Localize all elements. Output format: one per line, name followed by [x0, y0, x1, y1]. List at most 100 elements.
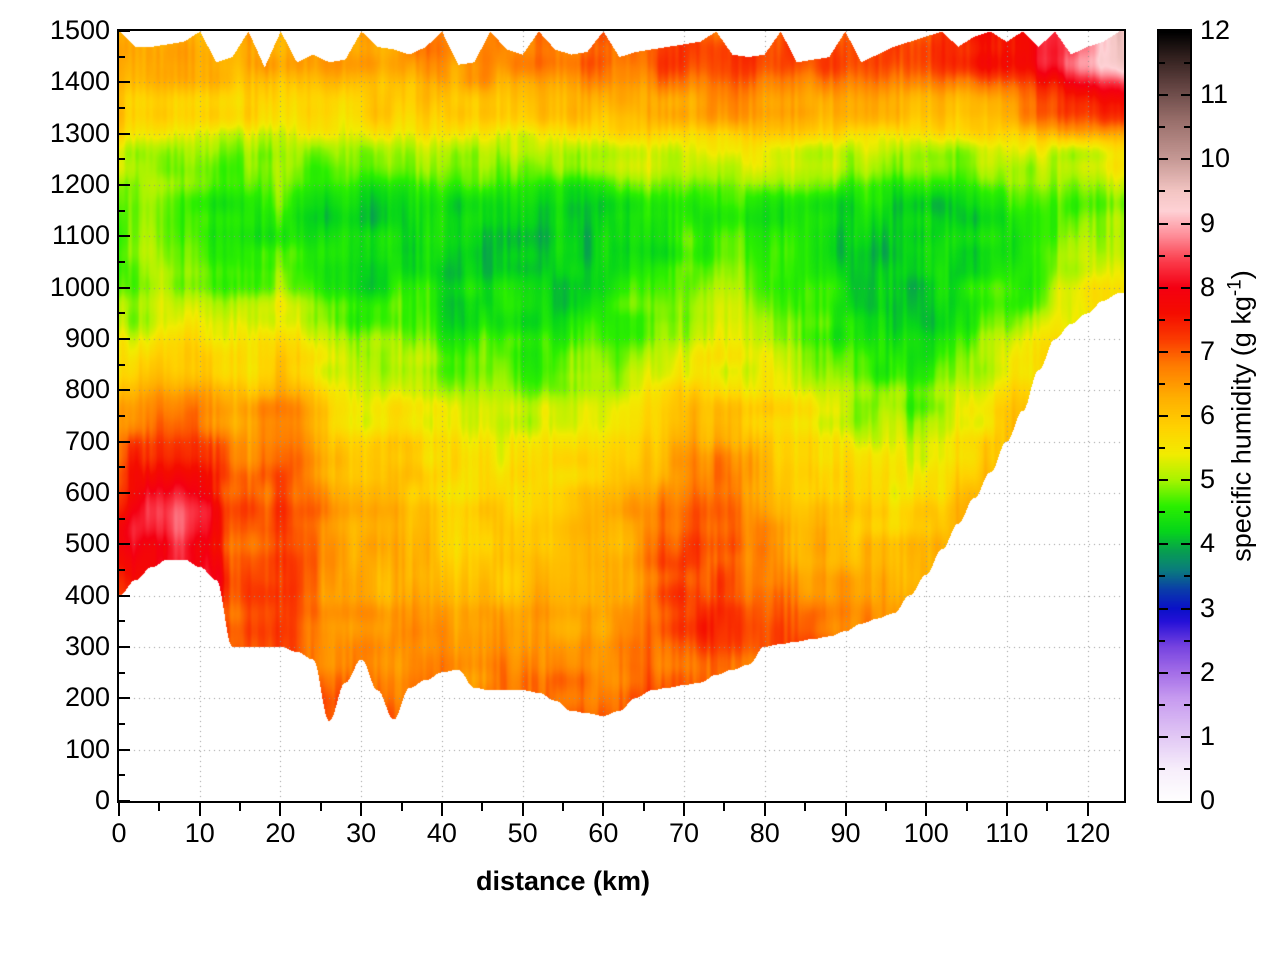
y-tick-label: 600 [64, 477, 110, 507]
x-tick-label: 60 [588, 818, 619, 848]
y-tick-major [117, 594, 130, 597]
x-tick-label: 110 [985, 818, 1029, 848]
colorbar-tick-right [1181, 94, 1190, 97]
x-tick-minor [239, 803, 242, 811]
colorbar-tick-label: 1 [1200, 720, 1216, 751]
y-tick-label: 1400 [49, 66, 110, 97]
y-tick-minor [117, 517, 125, 520]
colorbar-minor-tick-right [1184, 382, 1190, 385]
y-tick-minor [117, 209, 125, 212]
colorbar-minor-tick-right [1184, 575, 1190, 578]
colorbar-minor-tick-left [1159, 126, 1165, 129]
y-tick-minor [117, 312, 125, 315]
colorbar-title-text: specific humidity (g kg [1226, 296, 1257, 562]
y-tick-major [117, 543, 130, 546]
colorbar-minor-tick-left [1159, 382, 1165, 385]
x-tick-label: 10 [184, 818, 215, 848]
y-tick-major [117, 800, 130, 802]
colorbar-minor-tick-left [1159, 447, 1165, 450]
colorbar-minor-tick-right [1184, 639, 1190, 642]
colorbar-tick-left [1159, 158, 1168, 161]
colorbar-tick-label: 3 [1200, 592, 1216, 623]
x-tick-minor [319, 803, 322, 811]
y-tick-major [117, 184, 130, 186]
colorbar-tick-left [1159, 607, 1168, 610]
x-tick-minor [884, 803, 887, 811]
plot-area [117, 29, 1126, 803]
colorbar-minor-tick-left [1159, 575, 1165, 578]
x-tick-major [925, 803, 928, 816]
colorbar-tick-right [1181, 479, 1190, 482]
x-tick-major [1005, 803, 1008, 816]
x-tick-major [683, 803, 686, 816]
x-tick-minor [481, 803, 484, 811]
colorbar-tick-label: 6 [1200, 400, 1216, 430]
colorbar-minor-tick-right [1184, 767, 1190, 770]
y-tick-label: 1100 [51, 220, 110, 251]
x-tick-major [360, 803, 363, 816]
y-tick-minor [117, 107, 125, 109]
colorbar-tick-label: 0 [1200, 785, 1216, 815]
x-tick-label: 50 [507, 818, 538, 848]
x-tick-minor [1046, 803, 1049, 811]
x-tick-major [118, 803, 120, 816]
colorbar-minor-tick-left [1159, 190, 1165, 193]
y-tick-minor [117, 363, 125, 366]
colorbar-tick-label: 11 [1200, 79, 1229, 110]
x-tick-major [1086, 803, 1089, 816]
x-tick-label: 0 [111, 818, 127, 848]
colorbar-minor-tick-right [1184, 126, 1190, 129]
colorbar-tick-label: 7 [1200, 335, 1216, 366]
x-tick-major [440, 803, 443, 816]
y-tick-major [117, 81, 130, 84]
y-tick-minor [117, 466, 125, 469]
y-tick-major [117, 697, 130, 700]
colorbar-minor-tick-right [1184, 511, 1190, 514]
x-tick-major [602, 803, 605, 816]
y-tick-major [117, 132, 130, 135]
y-tick-label: 0 [94, 785, 110, 815]
x-tick-label: 100 [903, 818, 949, 848]
x-tick-label: 20 [265, 818, 296, 848]
gridlines-canvas [119, 31, 1124, 801]
y-tick-label: 900 [64, 323, 110, 353]
y-tick-label: 300 [64, 631, 110, 661]
y-tick-major [117, 389, 130, 392]
colorbar-minor-tick-right [1184, 62, 1190, 65]
colorbar-tick-label: 9 [1200, 207, 1216, 238]
x-tick-minor [400, 803, 403, 811]
colorbar-tick-left [1159, 222, 1168, 225]
colorbar-minor-tick-right [1184, 703, 1190, 706]
colorbar-minor-tick-left [1159, 318, 1165, 321]
colorbar-title-close: ) [1226, 270, 1257, 280]
colorbar-minor-tick-right [1184, 254, 1190, 257]
colorbar-tick-left [1159, 735, 1168, 738]
x-tick-label: 120 [1065, 818, 1111, 848]
colorbar-tick-label: 8 [1200, 271, 1216, 302]
colorbar-minor-tick-right [1184, 447, 1190, 450]
y-tick-minor [117, 774, 125, 777]
colorbar-minor-tick-left [1159, 254, 1165, 257]
y-tick-major [117, 30, 130, 32]
colorbar-minor-tick-left [1159, 511, 1165, 514]
colorbar-minor-tick-right [1184, 318, 1190, 321]
y-tick-minor [117, 415, 125, 417]
y-tick-major [117, 286, 130, 289]
colorbar-tick-left [1159, 543, 1168, 546]
x-tick-minor [158, 803, 161, 811]
y-tick-major [117, 440, 130, 443]
y-tick-label: 400 [64, 579, 110, 610]
y-tick-major [117, 338, 130, 340]
y-tick-minor [117, 261, 125, 263]
y-tick-major [117, 235, 130, 238]
x-tick-minor [965, 803, 968, 811]
x-tick-major [279, 803, 282, 816]
x-tick-minor [804, 803, 807, 811]
colorbar-tick-label: 5 [1200, 464, 1216, 495]
colorbar-tick-right [1181, 607, 1190, 610]
y-tick-label: 1000 [49, 271, 110, 302]
colorbar-tick-label: 12 [1200, 15, 1231, 45]
x-tick-minor [642, 803, 645, 811]
colorbar-tick-right [1181, 222, 1190, 225]
